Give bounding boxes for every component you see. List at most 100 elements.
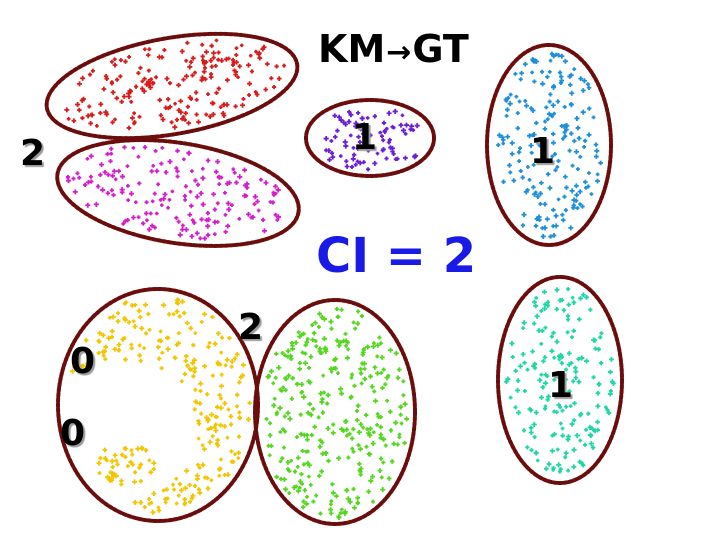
data-point	[318, 390, 324, 397]
data-point	[399, 421, 404, 426]
data-point	[208, 74, 214, 80]
data-point	[252, 202, 257, 207]
data-point	[105, 151, 110, 157]
data-point	[200, 462, 206, 468]
data-point	[344, 487, 349, 493]
data-point	[183, 110, 189, 116]
data-point	[146, 52, 151, 58]
data-point	[551, 224, 556, 229]
data-point	[295, 488, 301, 494]
data-point	[510, 354, 515, 360]
data-point	[108, 159, 113, 164]
data-point	[189, 367, 193, 372]
data-point	[308, 482, 313, 487]
data-point	[378, 432, 384, 438]
data-point	[580, 462, 586, 468]
data-point	[355, 500, 361, 506]
data-point	[217, 473, 222, 478]
data-point	[574, 115, 580, 121]
data-point	[171, 312, 176, 317]
data-point	[571, 205, 576, 210]
data-point	[550, 154, 555, 159]
data-point	[132, 479, 138, 485]
data-point	[174, 215, 179, 220]
data-point	[346, 347, 351, 352]
data-point	[212, 207, 217, 212]
data-point	[272, 396, 277, 401]
data-point	[358, 472, 363, 477]
data-point	[516, 149, 522, 155]
data-point	[378, 424, 383, 430]
data-point	[338, 386, 344, 392]
data-point	[578, 76, 584, 82]
data-point	[514, 94, 519, 99]
data-point	[229, 449, 234, 454]
data-point	[217, 392, 222, 398]
data-point	[188, 59, 194, 65]
data-point	[146, 78, 152, 85]
green-cluster-points	[264, 306, 410, 520]
data-point	[566, 468, 571, 473]
data-point	[579, 355, 585, 361]
data-point	[321, 373, 326, 378]
data-point	[543, 380, 549, 386]
data-point	[545, 117, 550, 122]
data-point	[246, 211, 251, 217]
data-point	[250, 214, 256, 220]
data-point	[174, 166, 179, 171]
data-point	[285, 460, 291, 465]
label-blue-cluster: 1	[530, 131, 556, 172]
data-point	[534, 120, 539, 126]
data-point	[591, 375, 596, 380]
data-point	[560, 136, 566, 141]
data-point	[103, 357, 108, 362]
data-point	[375, 370, 380, 376]
data-point	[522, 360, 527, 365]
data-point	[611, 381, 616, 386]
data-point	[531, 321, 537, 326]
data-point	[194, 194, 200, 200]
data-point	[580, 109, 586, 115]
data-point	[153, 149, 158, 153]
data-point	[557, 70, 563, 75]
data-point	[332, 357, 337, 363]
data-point	[200, 443, 205, 448]
data-point	[254, 49, 258, 54]
data-point	[346, 109, 352, 115]
data-point	[281, 476, 287, 482]
data-point	[207, 340, 212, 345]
data-point	[96, 460, 102, 466]
data-point	[276, 76, 282, 81]
data-point	[122, 316, 127, 321]
data-point	[317, 346, 323, 352]
data-point	[349, 436, 355, 441]
data-point	[269, 76, 274, 81]
data-point	[570, 335, 574, 340]
data-point	[552, 355, 557, 360]
data-point	[154, 75, 159, 80]
data-point	[555, 374, 560, 379]
data-point	[300, 448, 305, 454]
data-point	[188, 325, 194, 331]
data-point	[330, 482, 335, 487]
data-point	[193, 90, 199, 95]
data-point	[321, 316, 328, 322]
data-point	[301, 462, 306, 467]
data-point	[240, 102, 246, 108]
data-point	[282, 63, 287, 68]
data-point	[353, 326, 358, 331]
data-point	[267, 453, 272, 458]
data-point	[137, 114, 142, 119]
data-point	[343, 419, 348, 424]
data-point	[370, 343, 377, 350]
data-point	[317, 325, 321, 329]
data-point	[200, 166, 205, 171]
data-point	[539, 341, 544, 346]
data-point	[172, 487, 176, 492]
data-point	[79, 97, 85, 103]
data-point	[358, 371, 364, 376]
data-point	[236, 75, 240, 80]
data-point	[505, 107, 510, 113]
data-point	[216, 86, 222, 91]
data-point	[547, 99, 552, 104]
